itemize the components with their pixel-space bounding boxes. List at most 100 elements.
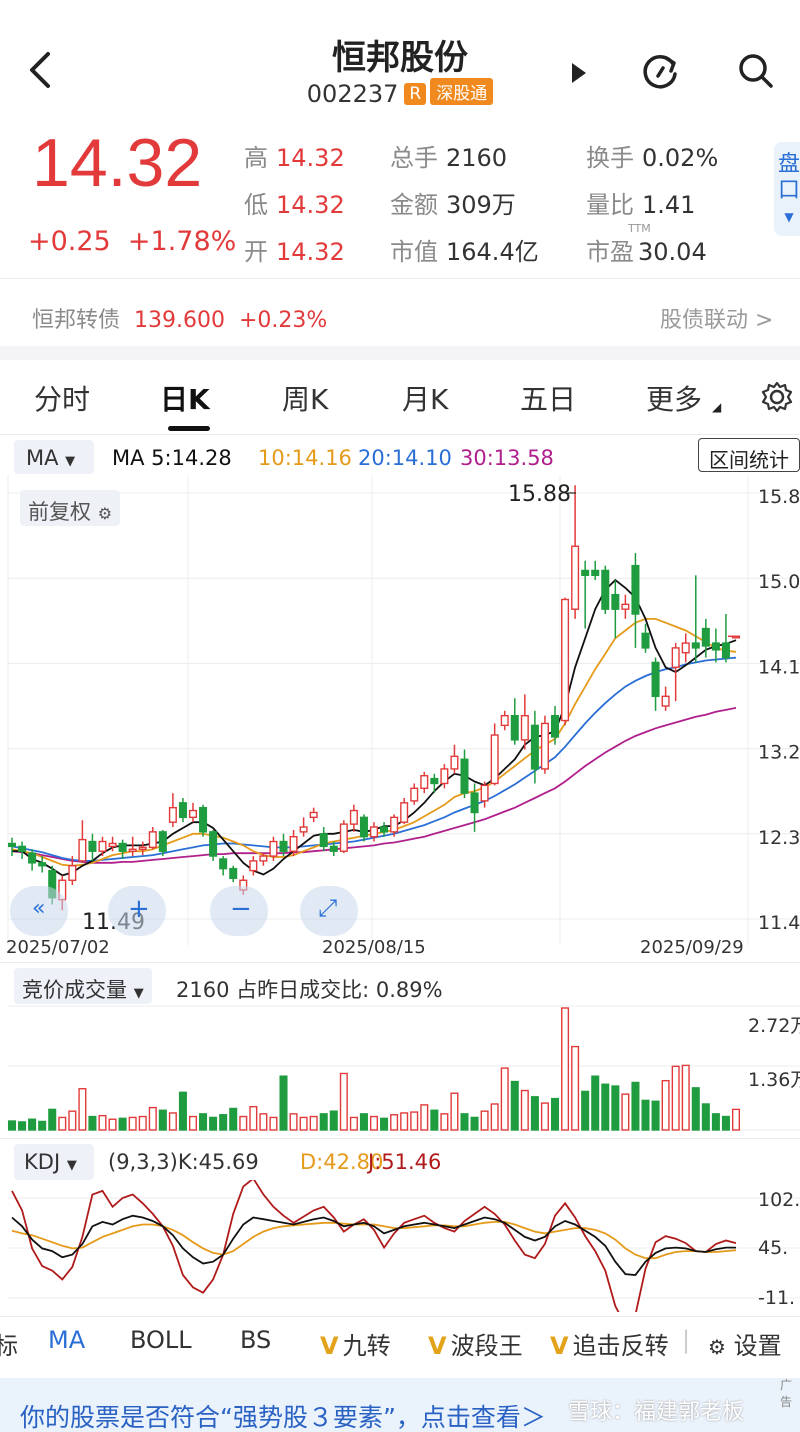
pe-cell: 市盈 30.04 <box>586 238 707 266</box>
candle <box>661 686 670 711</box>
next-stock-icon[interactable] <box>568 60 590 86</box>
date-axis-label: 2025/09/29 <box>640 937 744 958</box>
tab-daily-k[interactable]: 日K <box>160 383 210 416</box>
adjust-price-button[interactable]: 前复权 ⚙ <box>20 490 121 526</box>
toolbar-jiuzhuan[interactable]: V 九转 <box>320 1332 391 1360</box>
tab-weekly-k[interactable]: 周K <box>282 383 329 416</box>
volume-axis-labels: 2.72万 1.36万 <box>748 1015 800 1091</box>
volume-bar <box>299 1116 308 1131</box>
volume-bar <box>18 1121 27 1131</box>
candle <box>339 820 348 854</box>
low-value: 14.32 <box>276 191 345 219</box>
toolbar-boll[interactable]: BOLL <box>130 1326 192 1354</box>
divider <box>0 1316 800 1317</box>
volume-ratio-value: 1.41 <box>642 191 696 219</box>
toolbar-settings[interactable]: ⚙ 设置 <box>708 1332 782 1360</box>
kline-chart[interactable]: 15.8 15.0 14.1 13.2 12.3 11.4 2025/07/02 2025/0… <box>0 475 800 965</box>
ma20-value: 20:14.10 <box>358 446 452 470</box>
volume-bar <box>128 1116 137 1131</box>
tab-five-day[interactable]: 五日 <box>520 383 577 416</box>
ma10-value: 10:14.16 <box>258 446 352 470</box>
volume-bar <box>58 1116 67 1131</box>
volume-bar <box>440 1113 449 1131</box>
scroll-left-button[interactable]: « <box>10 886 68 936</box>
volume-bar <box>359 1113 368 1131</box>
order-book-tab[interactable]: 盘口 ▼ <box>774 142 800 236</box>
candle <box>380 822 389 837</box>
range-stats-button[interactable]: 区间统计 <box>698 438 800 472</box>
shenzhen-connect-badge: 深股通 <box>430 78 494 105</box>
candle <box>540 715 549 774</box>
candle <box>138 841 147 856</box>
promo-banner[interactable]: 你的股票是否符合“强势股３要素”，点击查看＞ <box>0 1378 800 1432</box>
candle <box>520 694 529 750</box>
toolbar-cut-item[interactable]: 标 <box>0 1332 18 1360</box>
candle <box>118 839 127 859</box>
zoom-in-button[interactable]: + <box>108 886 166 936</box>
volume-bar <box>168 1112 177 1131</box>
volume-bar <box>731 1108 741 1131</box>
v-icon: V <box>428 1332 447 1360</box>
price-axis-label: 11.4 <box>758 912 800 934</box>
volume-bar <box>329 1110 338 1131</box>
candle <box>530 710 539 784</box>
candle <box>701 618 710 658</box>
candle <box>269 836 278 861</box>
volume-value: 2160 <box>446 144 508 172</box>
volume-bar <box>239 1115 248 1131</box>
date-axis-label: 2025/08/15 <box>322 937 426 958</box>
candle <box>581 560 590 629</box>
volume-bar <box>631 1081 640 1131</box>
refresh-icon[interactable] <box>640 50 682 92</box>
kdj-j-value: J:51.46 <box>368 1150 442 1174</box>
volume-bar <box>28 1118 37 1131</box>
ma-indicator-selector[interactable]: MA ▼ <box>14 440 94 474</box>
convertible-bond-row[interactable]: 恒邦转债 139.600 +0.23% <box>32 302 327 334</box>
volume-bar <box>118 1117 127 1131</box>
toolbar-boduanwang[interactable]: V 波段王 <box>428 1332 523 1360</box>
volume-bar <box>158 1109 167 1131</box>
volume-bar <box>410 1111 419 1131</box>
search-icon[interactable] <box>735 50 777 92</box>
candle <box>88 833 97 861</box>
kdj-indicator-selector[interactable]: KDJ ▼ <box>14 1144 94 1180</box>
stock-bond-link[interactable]: 股债联动 > <box>660 308 774 333</box>
toolbar-separator: | <box>682 1326 691 1354</box>
candle <box>309 807 318 823</box>
candle <box>168 793 177 828</box>
change-amount: +0.25 <box>28 226 111 257</box>
volume-bar <box>601 1083 610 1131</box>
toolbar-ma[interactable]: MA <box>48 1326 86 1354</box>
fullscreen-button[interactable]: ⤢ <box>300 886 358 936</box>
low-cell: 低 14.32 <box>244 191 345 219</box>
toolbar-bs[interactable]: BS <box>240 1326 272 1354</box>
chart-settings-gear-icon[interactable] <box>760 380 794 414</box>
back-arrow-icon[interactable] <box>24 48 64 92</box>
volume-indicator-selector[interactable]: 竞价成交量 ▼ <box>14 968 152 1004</box>
tab-more[interactable]: 更多 <box>646 383 703 416</box>
candle <box>571 485 580 619</box>
volume-bar <box>500 1067 509 1131</box>
gear-icon: ⚙ <box>708 1335 726 1359</box>
tab-intraday[interactable]: 分时 <box>34 383 91 416</box>
candle <box>7 837 17 857</box>
open-value: 14.32 <box>276 238 345 266</box>
volume-bar <box>721 1115 730 1131</box>
open-cell: 开 14.32 <box>244 238 345 266</box>
zoom-out-button[interactable]: − <box>210 886 268 936</box>
volume-bar <box>611 1085 620 1131</box>
bond-pct: +0.23% <box>239 308 328 333</box>
mktcap-cell: 市值 164.4亿 <box>390 238 539 266</box>
price-axis-label: 15.8 <box>758 486 800 508</box>
candle <box>128 836 137 857</box>
candle <box>249 856 258 876</box>
toolbar-zhuiji[interactable]: V 追击反转 <box>550 1332 669 1360</box>
volume-bar <box>229 1107 238 1131</box>
volume-bar <box>7 1120 17 1131</box>
candle <box>68 856 77 886</box>
candle <box>18 841 27 859</box>
kdj-d-value: D:42.80 <box>300 1150 384 1174</box>
pe-value: 30.04 <box>638 238 707 266</box>
candle <box>420 771 429 794</box>
tab-monthly-k[interactable]: 月K <box>402 383 449 416</box>
